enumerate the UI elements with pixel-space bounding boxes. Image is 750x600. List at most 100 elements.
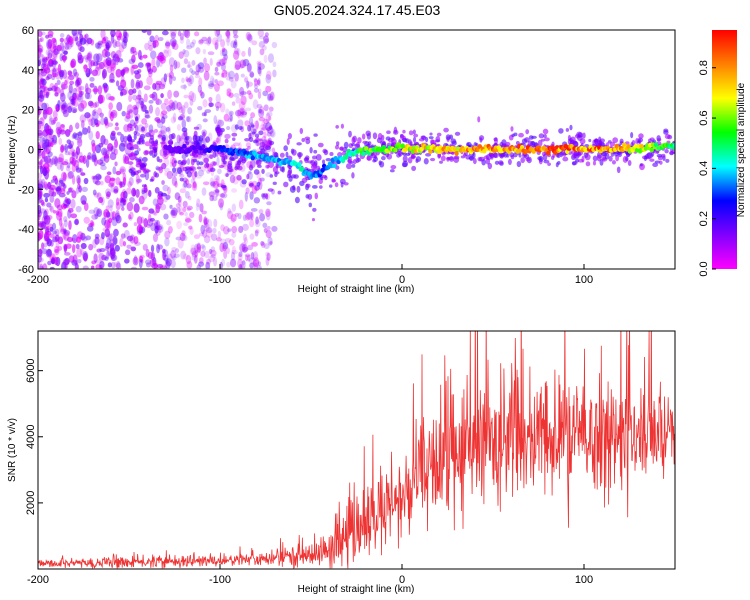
spectrogram-band-blob (179, 177, 184, 182)
spectrogram-noise-blob (160, 110, 168, 116)
spectrogram-noise-blob (263, 118, 270, 125)
spectrogram-noise-blob (209, 58, 213, 66)
spectrogram-noise-blob (104, 120, 110, 129)
spectrogram-noise-blob (187, 195, 192, 201)
spectrogram-noise-blob (156, 58, 160, 68)
spectrogram-band-blob (127, 153, 133, 158)
spectrogram-noise-blob (109, 152, 117, 161)
spectrogram-noise-blob (172, 171, 178, 177)
spectrogram-noise-blob (154, 82, 161, 91)
spectrogram-noise-blob (84, 33, 89, 39)
spectrogram-noise-blob (91, 154, 97, 163)
spectrogram-noise-blob (240, 111, 248, 116)
spectrogram-noise-blob (69, 80, 75, 85)
spectrogram-noise-blob (180, 84, 187, 89)
spectrogram-noise-blob (174, 180, 178, 188)
spectrogram-noise-blob (155, 227, 161, 237)
spectrogram-noise-blob (109, 72, 115, 83)
spectrogram-noise-blob (258, 35, 265, 40)
spectrogram-noise-blob (160, 125, 167, 135)
spectrogram-noise-blob (49, 240, 54, 247)
spectrogram-noise-blob (63, 215, 68, 223)
spectrogram-band-blob (468, 156, 474, 160)
spectrogram-noise-blob (110, 254, 116, 261)
spectrogram-band-blob (223, 154, 228, 160)
spectrogram-noise-blob (141, 189, 146, 195)
spectrogram-noise-blob (266, 126, 270, 133)
spectrogram-noise-blob (246, 63, 252, 73)
spectrogram-noise-blob (231, 188, 238, 193)
spectrogram-band-blob (436, 132, 442, 137)
spectrogram-noise-blob (210, 233, 218, 241)
spectrogram-noise-blob (38, 229, 44, 240)
spectrogram-noise-blob (253, 78, 258, 87)
spectrogram-band-blob (498, 160, 504, 165)
spectrogram-noise-blob (189, 211, 195, 219)
spectrogram-noise-blob (44, 138, 50, 148)
spectrogram-noise-blob (257, 62, 262, 71)
spectrogram-noise-blob (173, 253, 180, 258)
spectrogram-noise-blob (62, 184, 67, 189)
spectrogram-noise-blob (60, 124, 65, 128)
spectrogram-noise-blob (224, 133, 231, 140)
spectrogram-noise-blob (206, 258, 211, 265)
spectrogram-noise-blob (245, 142, 251, 148)
spectrogram-noise-blob (234, 60, 242, 70)
spectrogram-noise-blob (221, 258, 226, 267)
spectrogram-noise-blob (111, 210, 116, 221)
spectrogram-noise-blob (101, 48, 108, 58)
spectrogram-noise-blob (232, 30, 238, 36)
spectrogram-noise-blob (104, 228, 111, 238)
spectrogram-noise-blob (57, 63, 62, 74)
spectrogram-noise-blob (163, 49, 169, 58)
spectrogram-noise-blob (110, 51, 117, 59)
spectrogram-band-blob (516, 161, 522, 168)
spectrogram-noise-blob (178, 106, 184, 114)
spectrogram-noise-blob (121, 206, 125, 211)
spectrogram-noise-blob (164, 98, 169, 106)
spectrogram-noise-blob (126, 104, 134, 114)
spectrogram-noise-blob (77, 177, 81, 186)
spectrogram-noise-blob (183, 222, 189, 227)
spectrogram-noise-blob (61, 102, 68, 113)
spectrogram-noise-blob (45, 248, 53, 258)
spectrogram-noise-blob (123, 135, 128, 143)
spectrogram-noise-blob (128, 109, 134, 119)
spectrogram-noise-blob (203, 39, 210, 45)
spectrogram-noise-blob (126, 235, 134, 242)
spectrogram-noise-blob (179, 188, 187, 194)
spectrogram-noise-blob (167, 89, 172, 100)
spectrogram-noise-blob (219, 49, 225, 57)
spectrogram-band-blob (649, 158, 655, 162)
spectrogram-noise-blob (170, 116, 176, 124)
spectrogram-noise-blob (38, 187, 43, 197)
spectrogram-noise-blob (238, 225, 244, 234)
spectrogram-noise-blob (91, 175, 96, 180)
spectrogram-band-blob (543, 137, 550, 142)
spectrogram-noise-blob (246, 81, 253, 87)
spectrogram-band-blob (308, 202, 313, 208)
spectrogram-noise-blob (234, 72, 239, 82)
spectrogram-noise-blob (237, 108, 244, 117)
spectrogram-noise-blob (242, 58, 250, 67)
spectrogram-noise-blob (253, 77, 258, 83)
spectrogram-band-blob (236, 174, 242, 181)
spectrogram-noise-blob (112, 235, 118, 246)
spectrogram-noise-blob (176, 207, 181, 213)
spectrogram-noise-blob (52, 117, 57, 124)
spectrogram-noise-blob (96, 159, 104, 165)
spectrogram-noise-blob (57, 99, 61, 108)
spectrogram-band-blob (220, 184, 227, 189)
spectrogram-noise-blob (197, 62, 205, 70)
spectrogram-noise-blob (90, 265, 95, 269)
spectrogram-band-blob (152, 154, 156, 158)
spectrogram-noise-blob (126, 110, 131, 116)
spectrogram-band-blob (269, 174, 274, 178)
spectrogram-band-blob (325, 158, 332, 162)
spectrogram-band-blob (385, 136, 391, 141)
spectrogram-band-blob (373, 156, 378, 162)
spectrogram-noise-blob (228, 238, 235, 246)
spectrogram-noise-blob (155, 106, 161, 117)
spectrogram-noise-blob (75, 86, 82, 92)
spectrogram-band-blob (307, 193, 313, 200)
